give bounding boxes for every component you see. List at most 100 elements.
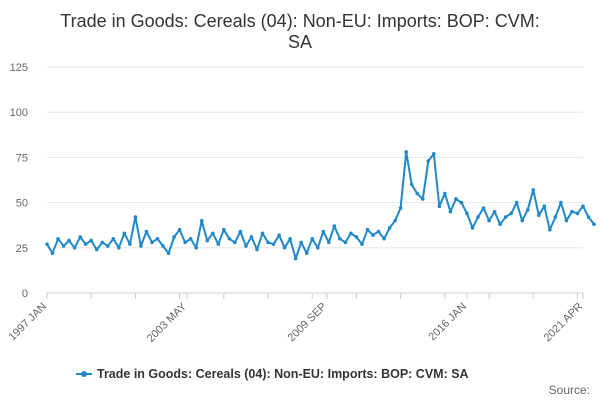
data-point — [83, 242, 88, 246]
y-axis-ticks: 0 25 50 75 100 125 — [10, 62, 28, 300]
data-point — [586, 215, 591, 219]
data-point — [166, 251, 171, 256]
data-point — [321, 229, 326, 234]
data-point — [476, 215, 480, 219]
data-point — [536, 213, 541, 218]
data-point — [509, 211, 513, 216]
data-point — [542, 204, 547, 209]
data-point — [498, 222, 502, 227]
data-point — [155, 236, 160, 241]
data-point — [139, 244, 143, 248]
data-point — [409, 182, 414, 187]
data-point — [531, 188, 536, 192]
data-point — [227, 236, 232, 241]
x-tick-label-2: 2009 SEP — [286, 301, 330, 345]
data-point — [548, 227, 552, 232]
data-point — [100, 240, 105, 245]
data-point — [144, 229, 149, 234]
data-point — [304, 251, 309, 256]
data-point — [365, 227, 370, 232]
chart-title: Trade in Goods: Cereals (04): Non-EU: Im… — [60, 11, 540, 52]
data-point — [233, 240, 237, 245]
data-point — [332, 224, 337, 228]
data-point — [432, 151, 436, 156]
y-tick-label-25: 25 — [16, 243, 28, 255]
data-point — [266, 240, 270, 245]
y-tick-label-50: 50 — [16, 198, 28, 210]
data-point — [376, 229, 381, 234]
data-point — [122, 231, 127, 236]
chart-title-line-2: SA — [288, 32, 312, 52]
data-point — [94, 247, 99, 252]
data-point — [199, 218, 204, 223]
y-tick-label-75: 75 — [16, 152, 28, 164]
data-point — [382, 236, 386, 241]
data-point — [67, 238, 71, 243]
series-line-0 — [46, 151, 595, 260]
data-point — [188, 236, 193, 241]
data-point — [492, 209, 497, 214]
data-point — [133, 215, 138, 219]
legend-label: Trade in Goods: Cereals (04): Non-EU: Im… — [97, 367, 469, 381]
data-point — [454, 197, 458, 201]
data-point — [177, 227, 182, 232]
data-point — [448, 209, 453, 214]
data-point — [459, 200, 464, 205]
x-axis: 1997 JAN 2003 MAY 2009 SEP 2016 JAN 2021 APR — [6, 292, 585, 345]
data-point — [45, 242, 49, 246]
data-point — [360, 242, 364, 246]
legend-marker — [81, 371, 87, 377]
data-point — [288, 236, 292, 241]
data-point — [72, 246, 77, 250]
data-point — [161, 244, 165, 248]
data-point — [371, 233, 375, 237]
data-point — [553, 215, 558, 219]
data-point — [426, 159, 431, 163]
data-point — [89, 238, 94, 243]
x-tick-label-1: 2003 MAY — [145, 300, 190, 345]
data-point — [222, 227, 226, 232]
data-point — [299, 240, 303, 245]
data-point — [404, 150, 408, 154]
data-point — [194, 246, 198, 250]
data-point — [338, 236, 342, 241]
data-point — [210, 231, 215, 236]
data-point — [293, 256, 298, 261]
data-point — [520, 218, 525, 223]
data-point — [481, 206, 486, 210]
x-tick-label-3: 2016 JAN — [426, 301, 469, 344]
data-point — [525, 208, 530, 212]
data-point — [420, 197, 425, 201]
data-point — [514, 200, 519, 205]
data-point — [349, 231, 353, 236]
source-link[interactable]: Source: — [549, 383, 590, 397]
data-point — [592, 222, 596, 227]
data-point — [443, 191, 447, 196]
x-tick-label-0: 1997 JAN — [6, 301, 49, 344]
data-point — [61, 244, 66, 248]
data-point — [282, 246, 287, 250]
data-point — [150, 240, 154, 245]
data-point — [50, 251, 55, 256]
data-point — [117, 246, 121, 250]
data-point — [437, 204, 442, 209]
chart-title-line-1: Trade in Goods: Cereals (04): Non-EU: Im… — [60, 11, 540, 31]
data-point — [398, 206, 403, 210]
y-tick-label-100: 100 — [10, 107, 28, 119]
legend[interactable]: Trade in Goods: Cereals (04): Non-EU: Im… — [76, 367, 469, 381]
data-point — [183, 240, 187, 245]
data-point — [105, 244, 110, 248]
data-point — [249, 235, 254, 239]
data-point — [310, 236, 315, 241]
data-point — [559, 200, 563, 205]
data-point — [260, 231, 265, 236]
data-point — [564, 218, 569, 223]
data-point — [465, 211, 469, 216]
y-tick-label-125: 125 — [10, 62, 28, 74]
data-point — [111, 236, 116, 241]
data-point — [343, 240, 348, 245]
data-point — [172, 235, 176, 239]
data-point — [78, 235, 82, 239]
data-point — [581, 204, 585, 209]
